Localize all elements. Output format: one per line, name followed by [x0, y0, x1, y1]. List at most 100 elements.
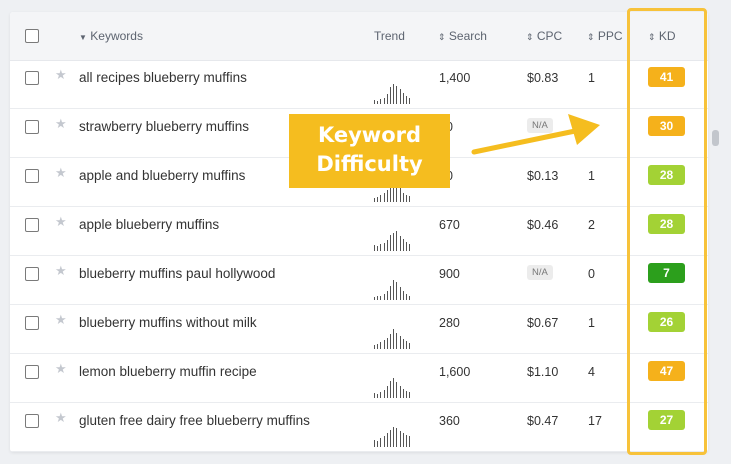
keyword-text[interactable]: gluten free dairy free blueberry muffins	[79, 413, 310, 428]
search-volume: 1,600	[439, 365, 471, 379]
trend-bar	[390, 430, 391, 447]
trend-bar	[386, 338, 388, 349]
cpc-value: $1.10	[527, 365, 559, 379]
trend-bar	[374, 345, 375, 349]
select-all-checkbox[interactable]	[25, 29, 39, 43]
trend-sparkline	[374, 378, 416, 398]
scrollbar-thumb[interactable]	[712, 130, 719, 146]
callout-line-2: Difficulty	[316, 152, 423, 176]
star-icon[interactable]: ★	[55, 361, 67, 376]
ppc-value: 0	[588, 267, 595, 281]
star-icon[interactable]: ★	[55, 263, 67, 278]
kd-column-header[interactable]: ⇕ KD	[648, 29, 676, 43]
cpc-value: $0.83	[527, 71, 559, 85]
trend-bar	[393, 84, 395, 104]
keyword-table: ▼ Keywords Trend ⇕ Search ⇕ CPC ⇕ PPC ⇕ …	[10, 12, 708, 452]
trend-bar	[399, 287, 401, 300]
row-checkbox[interactable]	[25, 218, 39, 232]
cpc-na-badge: N/A	[527, 265, 553, 280]
sort-arrows-icon: ⇕	[526, 32, 534, 42]
cpc-column-header[interactable]: ⇕ CPC	[526, 29, 562, 43]
trend-bar	[399, 89, 401, 104]
trend-bar	[374, 245, 375, 251]
row-checkbox[interactable]	[25, 414, 39, 428]
star-icon[interactable]: ★	[55, 165, 67, 180]
trend-bar	[377, 246, 379, 251]
trend-bar	[406, 435, 407, 447]
keyword-text[interactable]: apple and blueberry muffins	[79, 168, 246, 183]
trend-bar	[374, 297, 375, 300]
row-checkbox[interactable]	[25, 169, 39, 183]
trend-bar	[409, 98, 411, 104]
table-row[interactable]: ★ apple blueberry muffins 670 $0.46 2 28	[10, 207, 708, 256]
trend-sparkline	[374, 182, 416, 202]
table-row[interactable]: ★ blueberry muffins without milk 280 $0.67 1…	[10, 305, 708, 354]
star-icon[interactable]: ★	[55, 410, 67, 425]
kd-badge: 28	[648, 165, 685, 185]
trend-bar	[390, 381, 391, 398]
row-checkbox[interactable]	[25, 267, 39, 281]
trend-bar	[409, 392, 411, 398]
trend-bar	[377, 101, 379, 104]
sort-arrows-icon: ⇕	[587, 32, 595, 42]
trend-bar	[390, 235, 391, 251]
trend-bar	[374, 198, 375, 202]
trend-bar	[386, 94, 388, 104]
trend-bar	[390, 187, 391, 202]
trend-bar	[406, 96, 407, 104]
table-body: ★ all recipes blueberry muffins 1,400 $0.83…	[10, 60, 708, 452]
star-icon[interactable]: ★	[55, 312, 67, 327]
star-icon[interactable]: ★	[55, 116, 67, 131]
ppc-value: 1	[588, 71, 595, 85]
ppc-column-header[interactable]: ⇕ PPC	[587, 29, 623, 43]
keyword-text[interactable]: blueberry muffins without milk	[79, 315, 257, 330]
keyword-text[interactable]: strawberry blueberry muffins	[79, 119, 250, 134]
star-icon[interactable]: ★	[55, 214, 67, 229]
sort-arrows-icon: ⇕	[438, 32, 446, 42]
keywords-column-header[interactable]: ▼ Keywords	[79, 29, 143, 43]
trend-bar	[383, 193, 385, 202]
ppc-value: 17	[588, 414, 602, 428]
trend-bar	[383, 243, 385, 251]
trend-bar	[402, 193, 404, 202]
table-row[interactable]: ★ lemon blueberry muffin recipe 1,600 $1.10…	[10, 354, 708, 403]
table-header: ▼ Keywords Trend ⇕ Search ⇕ CPC ⇕ PPC ⇕ …	[10, 12, 708, 61]
sort-arrows-icon: ⇕	[648, 32, 656, 42]
row-checkbox[interactable]	[25, 316, 39, 330]
trend-bar	[377, 344, 379, 349]
trend-bar	[377, 394, 379, 398]
trend-bar	[393, 378, 395, 398]
row-checkbox[interactable]	[25, 120, 39, 134]
trend-bar	[396, 428, 398, 447]
trend-bar	[383, 98, 385, 104]
search-column-header[interactable]: ⇕ Search	[438, 29, 487, 43]
vertical-scrollbar[interactable]	[711, 12, 719, 452]
trend-bar	[399, 336, 401, 349]
row-checkbox[interactable]	[25, 365, 39, 379]
star-icon[interactable]: ★	[55, 67, 67, 82]
trend-bar	[386, 190, 388, 202]
trend-bar	[386, 386, 388, 398]
trend-bar	[399, 188, 401, 202]
trend-bar	[409, 436, 411, 447]
search-volume: 360	[439, 414, 460, 428]
trend-bar	[409, 343, 411, 349]
table-row[interactable]: ★ all recipes blueberry muffins 1,400 $0.83…	[10, 60, 708, 109]
keyword-difficulty-callout: Keyword Difficulty	[289, 114, 450, 188]
kd-badge: 28	[648, 214, 685, 234]
trend-bar	[380, 195, 382, 202]
table-row[interactable]: ★ blueberry muffins paul hollywood 900 N/A 0…	[10, 256, 708, 305]
keyword-text[interactable]: apple blueberry muffins	[79, 217, 220, 232]
trend-bar	[406, 195, 407, 202]
trend-bar	[399, 431, 401, 447]
trend-bar	[393, 233, 395, 251]
keyword-text[interactable]: blueberry muffins paul hollywood	[79, 266, 276, 281]
keyword-text[interactable]: lemon blueberry muffin recipe	[79, 364, 257, 379]
trend-bar	[393, 182, 395, 202]
table-row[interactable]: ★ gluten free dairy free blueberry muffin…	[10, 403, 708, 452]
keyword-text[interactable]: all recipes blueberry muffins	[79, 70, 247, 85]
kd-badge: 30	[648, 116, 685, 136]
trend-bar	[402, 389, 404, 398]
row-checkbox[interactable]	[25, 71, 39, 85]
trend-sparkline	[374, 427, 416, 447]
